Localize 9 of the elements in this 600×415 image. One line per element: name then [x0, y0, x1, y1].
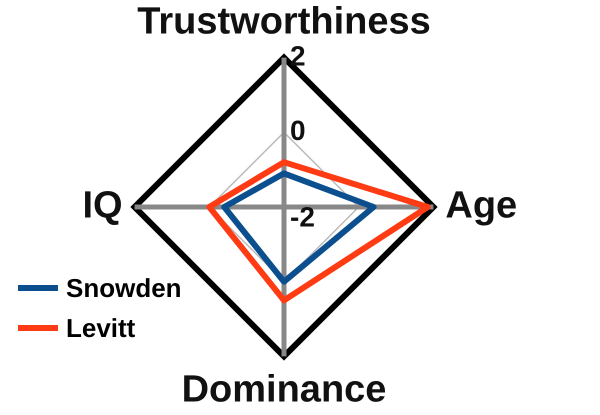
- y-tick-label: -2: [290, 202, 315, 233]
- spoke-label: Trustworthiness: [137, 0, 431, 42]
- legend-label: Levitt: [66, 312, 136, 344]
- y-tick-label: 0: [290, 115, 306, 146]
- spoke-label: IQ: [82, 184, 123, 226]
- spoke-label: Dominance: [182, 368, 386, 411]
- legend-label: Snowden: [66, 272, 182, 304]
- y-tick-label: 2: [290, 40, 306, 72]
- spoke-label: Age: [445, 184, 518, 226]
